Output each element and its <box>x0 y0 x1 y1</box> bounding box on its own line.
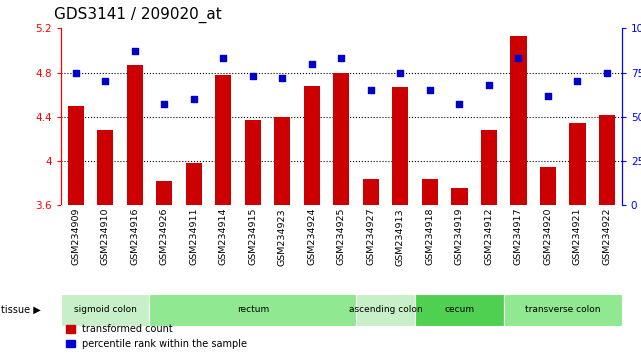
Bar <box>304 86 320 205</box>
Text: GSM234918: GSM234918 <box>426 208 435 266</box>
Text: GSM234925: GSM234925 <box>337 208 346 266</box>
Text: GSM234916: GSM234916 <box>130 208 139 266</box>
Text: transverse colon: transverse colon <box>525 305 601 314</box>
Bar <box>215 75 231 205</box>
Point <box>129 48 140 54</box>
Point <box>247 73 258 79</box>
Text: ascending colon: ascending colon <box>349 305 422 314</box>
Bar <box>356 294 415 326</box>
Point <box>159 102 169 107</box>
Bar <box>97 130 113 205</box>
Point <box>277 75 287 81</box>
Text: GSM234911: GSM234911 <box>189 208 198 266</box>
Text: GSM234917: GSM234917 <box>514 208 523 266</box>
Bar <box>149 294 356 326</box>
Point <box>425 87 435 93</box>
Bar <box>126 65 143 205</box>
Bar <box>363 179 379 205</box>
Bar <box>510 36 526 205</box>
Bar <box>67 106 84 205</box>
Text: rectum: rectum <box>237 305 269 314</box>
Text: GDS3141 / 209020_at: GDS3141 / 209020_at <box>54 7 222 23</box>
Text: GSM234921: GSM234921 <box>573 208 582 266</box>
Text: tissue ▶: tissue ▶ <box>1 305 41 315</box>
Legend: transformed count, percentile rank within the sample: transformed count, percentile rank withi… <box>66 324 247 349</box>
Text: GSM234910: GSM234910 <box>101 208 110 266</box>
Point <box>100 79 110 84</box>
Text: GSM234924: GSM234924 <box>307 208 316 266</box>
Bar <box>540 167 556 205</box>
Text: GSM234920: GSM234920 <box>544 208 553 266</box>
Point <box>543 93 553 98</box>
Bar <box>186 163 202 205</box>
Bar <box>451 188 467 205</box>
Point <box>454 102 465 107</box>
Text: GSM234926: GSM234926 <box>160 208 169 266</box>
Point <box>366 87 376 93</box>
Text: GSM234922: GSM234922 <box>603 208 612 266</box>
Text: cecum: cecum <box>444 305 474 314</box>
Bar <box>599 115 615 205</box>
Text: GSM234914: GSM234914 <box>219 208 228 266</box>
Point <box>572 79 583 84</box>
Point <box>71 70 81 75</box>
Text: GSM234913: GSM234913 <box>396 208 405 266</box>
Text: sigmoid colon: sigmoid colon <box>74 305 137 314</box>
Bar <box>415 294 504 326</box>
Bar <box>245 120 261 205</box>
Point <box>484 82 494 88</box>
Text: GSM234927: GSM234927 <box>367 208 376 266</box>
Bar <box>422 179 438 205</box>
Point <box>306 61 317 67</box>
Point <box>188 96 199 102</box>
Bar <box>569 124 586 205</box>
Text: GSM234919: GSM234919 <box>455 208 464 266</box>
Bar <box>61 294 149 326</box>
Point <box>218 56 228 61</box>
Bar <box>504 294 622 326</box>
Bar <box>481 130 497 205</box>
Bar <box>156 181 172 205</box>
Bar <box>333 73 349 205</box>
Point <box>395 70 406 75</box>
Bar <box>392 87 408 205</box>
Point <box>513 56 524 61</box>
Point <box>602 70 612 75</box>
Text: GSM234912: GSM234912 <box>485 208 494 266</box>
Text: GSM234923: GSM234923 <box>278 208 287 266</box>
Text: GSM234909: GSM234909 <box>71 208 80 266</box>
Bar <box>274 117 290 205</box>
Point <box>336 56 346 61</box>
Text: GSM234915: GSM234915 <box>248 208 257 266</box>
